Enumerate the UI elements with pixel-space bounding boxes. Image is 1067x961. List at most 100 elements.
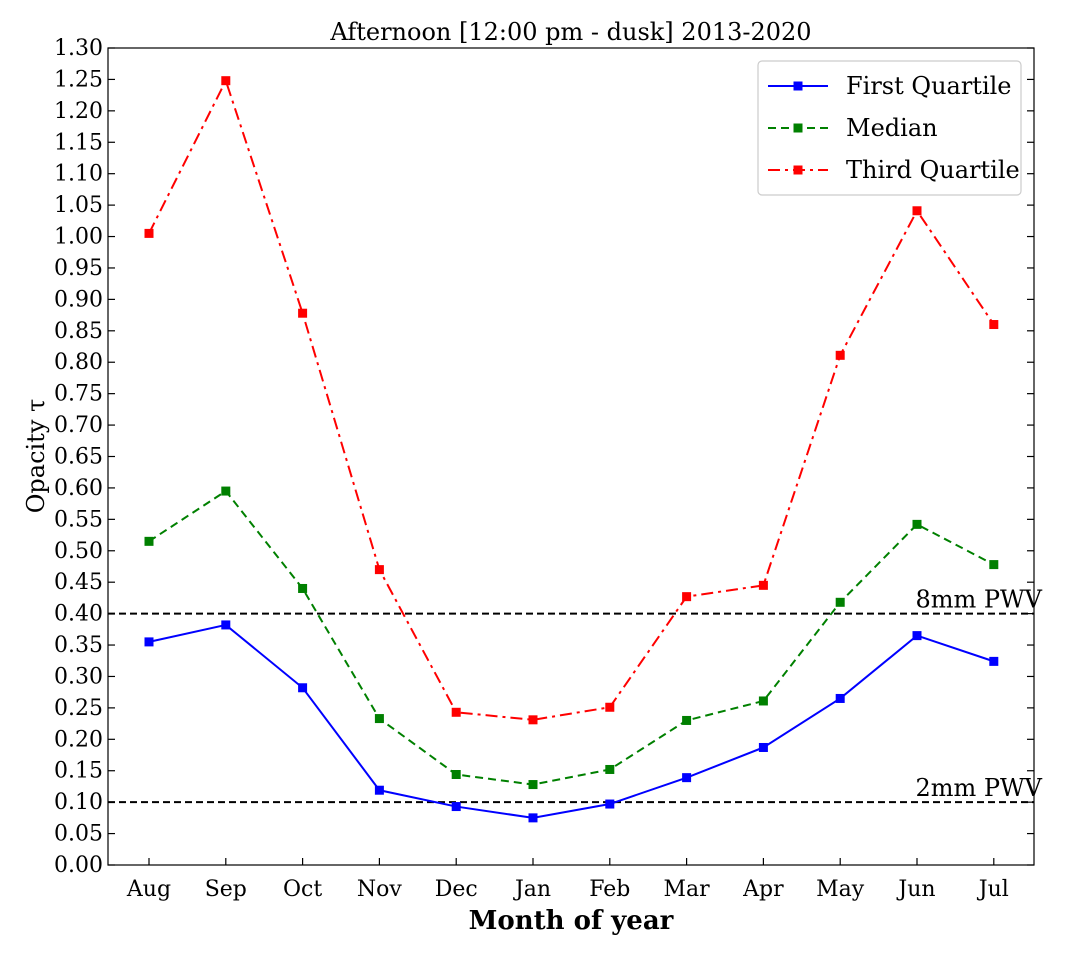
y-tick-label: 1.00 [54,225,103,250]
legend: First Quartile Median Third Quartile [757,60,1022,196]
y-axis-label: Opacity τ [22,399,50,514]
y-tick-label: 1.30 [54,36,103,61]
x-tick-label: Oct [283,877,322,902]
data-point [682,715,692,725]
x-tick-label: Feb [589,877,630,902]
data-point [605,799,615,809]
data-point [912,206,922,216]
y-tick-label: 0.35 [54,633,103,658]
data-point [912,631,922,641]
series-0 [144,620,999,823]
data-point [374,714,384,724]
data-point [528,813,538,823]
data-point [605,702,615,712]
y-tick-label: 0.00 [54,853,103,878]
legend-swatch-marker [793,165,803,175]
y-tick-label: 0.10 [54,790,103,815]
reference-line-label: 2mm PWV [915,774,1042,802]
y-tick-label: 0.25 [54,696,103,721]
legend-label: First Quartile [846,72,1012,100]
x-tick-label: Sep [205,877,247,902]
data-point [989,560,999,570]
x-axis: Aug Sep Oct Nov Dec Jan Feb Mar Apr May Jun Jul [126,858,1009,902]
plot-frame [107,47,1035,866]
series-1 [144,486,999,790]
data-point [144,637,154,647]
data-point [374,565,384,575]
y-tick-label: 0.15 [54,759,103,784]
legend-swatch-marker [793,123,803,133]
y-tick-label: 0.70 [54,413,103,438]
y-axis: 0.00 0.05 0.10 0.15 0.20 0.25 0.30 0.35 0.40 0.45… [54,36,1034,878]
y-tick-label: 1.25 [54,67,103,92]
legend-label: Median [846,114,938,142]
data-point [221,486,231,496]
x-tick-label: May [816,877,865,902]
data-point [835,597,845,607]
y-tick-label: 0.60 [54,476,103,501]
y-tick-label: 1.05 [54,193,103,218]
data-point [605,764,615,774]
data-point [989,320,999,330]
legend-swatch-marker [793,81,803,91]
x-tick-label: Dec [435,877,478,902]
data-point [451,770,461,780]
data-point [835,693,845,703]
x-tick-label: Jun [896,877,935,902]
series-line [148,489,995,786]
reference-lines: 8mm PWV 2mm PWV [108,586,1043,804]
x-tick-label: Apr [742,877,784,902]
data-point [758,580,768,590]
chart-title: Afternoon [12:00 pm - dusk] 2013-2020 [329,18,811,46]
y-tick-label: 1.15 [54,130,103,155]
data-point [682,773,692,783]
y-tick-label: 0.85 [54,319,103,344]
data-point [682,592,692,602]
data-point [758,742,768,752]
data-point [298,583,308,593]
y-tick-label: 0.55 [54,507,103,532]
series-line [148,623,995,819]
series-group [144,76,999,823]
data-point [221,620,231,630]
y-tick-label: 0.05 [54,822,103,847]
y-tick-label: 0.65 [54,445,103,470]
y-tick-label: 0.45 [54,570,103,595]
data-point [528,780,538,790]
data-point [221,76,231,86]
data-point [298,683,308,693]
y-tick-label: 0.30 [54,664,103,689]
data-point [835,350,845,360]
data-point [451,707,461,717]
data-point [912,519,922,529]
series-line [148,78,995,721]
x-tick-label: Jan [513,877,551,902]
y-tick-label: 1.20 [54,99,103,124]
data-point [451,802,461,812]
x-tick-label: Mar [664,877,711,902]
series-2 [144,76,999,725]
y-tick-label: 0.95 [54,256,103,281]
x-tick-label: Aug [126,877,171,902]
y-tick-label: 0.90 [54,287,103,312]
legend-box [757,60,1022,196]
legend-label: Third Quartile [846,156,1020,184]
data-point [374,785,384,795]
y-tick-label: 0.80 [54,350,103,375]
y-tick-label: 1.10 [54,162,103,187]
x-tick-label: Jul [977,877,1009,902]
data-point [298,308,308,318]
data-point [144,228,154,238]
y-tick-label: 0.40 [54,602,103,627]
y-tick-label: 0.75 [54,382,103,407]
data-point [144,536,154,546]
data-point [528,715,538,725]
y-tick-label: 0.50 [54,539,103,564]
x-axis-label: Month of year [469,906,674,936]
reference-line-label: 8mm PWV [915,586,1042,614]
data-point [989,656,999,666]
y-tick-label: 0.20 [54,727,103,752]
data-point [758,696,768,706]
x-tick-label: Nov [357,877,402,902]
